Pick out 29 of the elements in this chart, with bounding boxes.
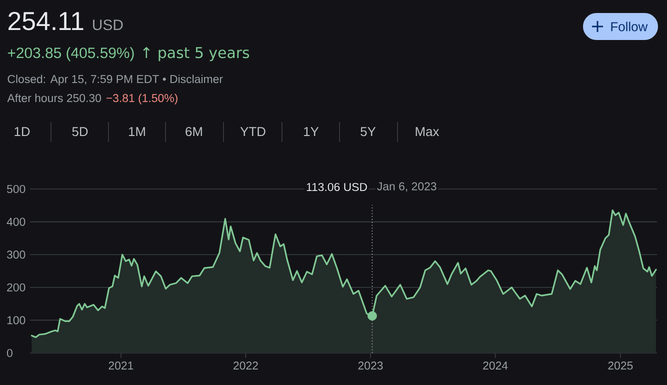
x-tick-label: 2025 (608, 362, 633, 370)
y-tick-label: 500 (6, 184, 26, 194)
text: ↑ past 5 years (143, 47, 250, 62)
text: +203.85 (405.59%) (8, 47, 134, 62)
text: YTD (240, 127, 266, 136)
text: −3.81 (1.50%) (106, 94, 178, 104)
text: USD (93, 20, 123, 30)
text: After hours 250.30 (7, 94, 101, 102)
y-tick-label: 100 (7, 316, 26, 324)
text: 1Y (304, 127, 319, 136)
x-tick-label: 2021 (108, 362, 134, 370)
x-tick-label: 2022 (234, 362, 258, 370)
x-tick-label: 2024 (483, 362, 508, 370)
text: 1D (14, 127, 30, 136)
y-tick-label: 300 (6, 250, 26, 259)
text: Max (416, 127, 440, 136)
chart-title: 254.11 (8, 12, 84, 30)
annotation: 113.06 USD (306, 182, 367, 192)
y-tick-label: 200 (7, 283, 26, 292)
y-tick-label: 0 (6, 348, 12, 358)
ref-line-label: Jan 6, 2023 (377, 182, 436, 192)
text: Closed: Apr 15, 7:59 PM EDT • Disclaimer (8, 74, 223, 86)
y-tick-label: 400 (6, 218, 26, 226)
text: 6M (186, 126, 202, 136)
text: 1M (128, 127, 145, 136)
text: 5D (72, 127, 88, 136)
text: Follow (611, 22, 648, 32)
x-tick-label: 2023 (358, 362, 383, 370)
text: 5Y (360, 127, 376, 136)
